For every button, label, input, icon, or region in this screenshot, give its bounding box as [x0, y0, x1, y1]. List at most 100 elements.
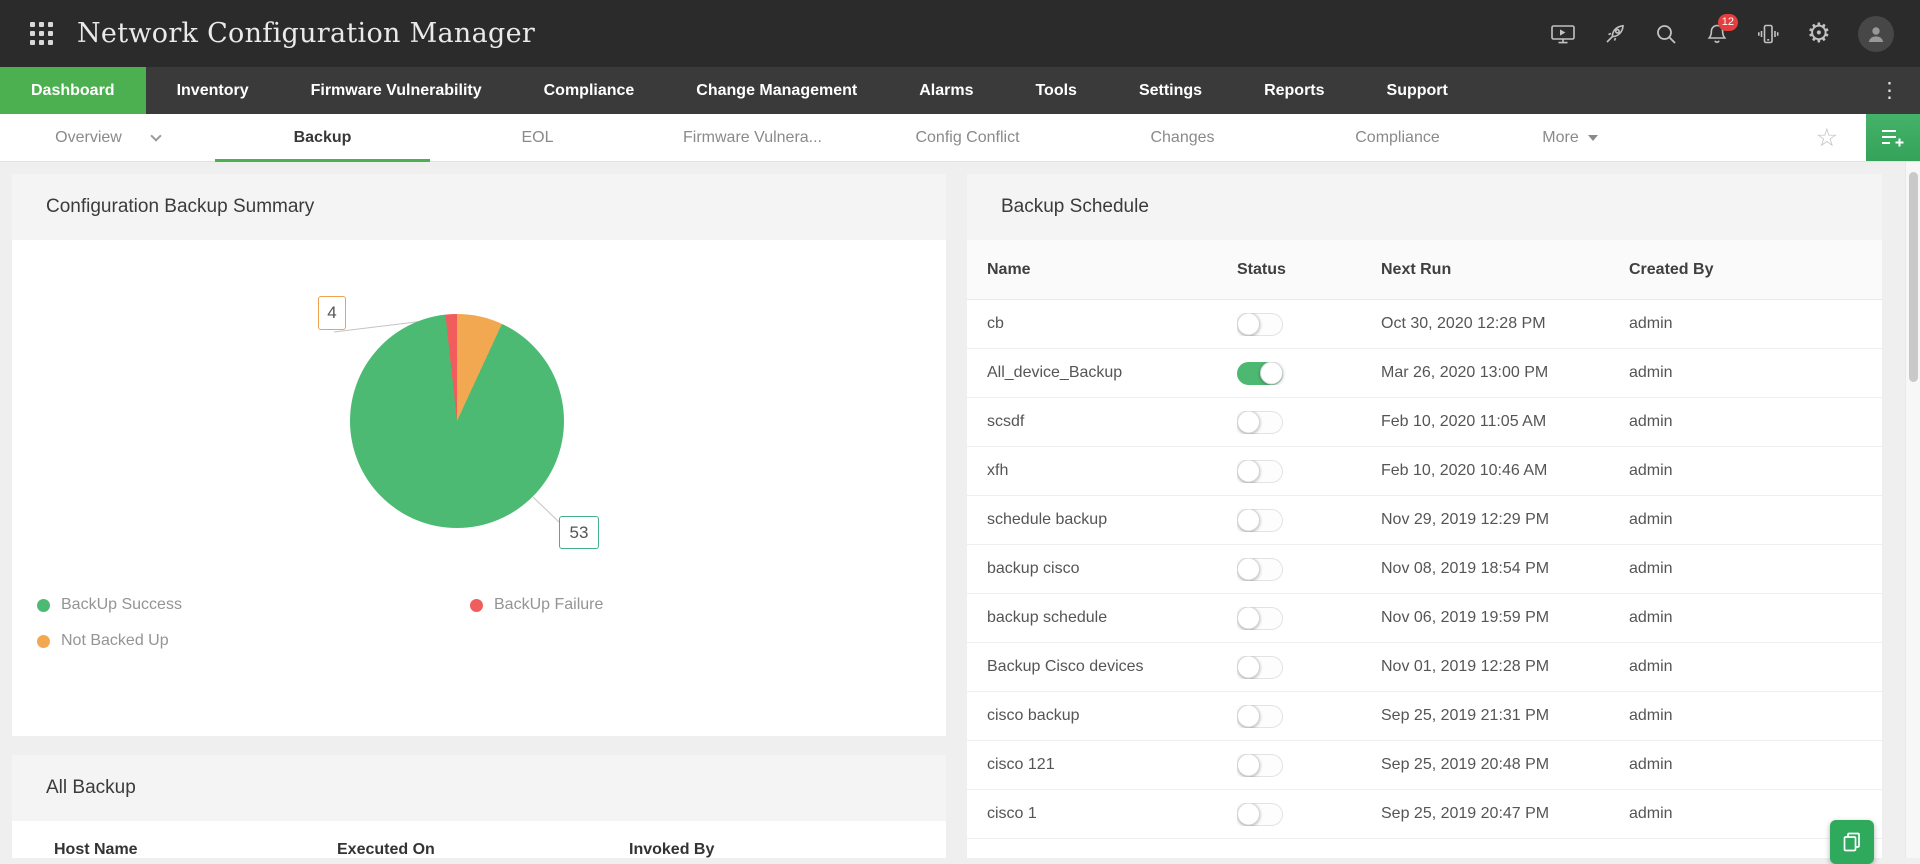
- legend-dot: [37, 634, 50, 648]
- person-icon: [1868, 26, 1884, 42]
- subnav-tab-firmware-vulnera[interactable]: Firmware Vulnera...: [645, 114, 860, 161]
- card-title: Configuration Backup Summary: [46, 196, 315, 217]
- status-toggle[interactable]: [1237, 704, 1283, 728]
- kebab-menu-icon[interactable]: ⋮: [1879, 79, 1900, 102]
- next-run-cell: Nov 29, 2019 12:29 PM: [1381, 511, 1550, 528]
- next-run-cell: Sep 25, 2019 20:48 PM: [1381, 756, 1550, 773]
- all-backup-header: All Backup: [12, 755, 946, 821]
- nav-item-compliance[interactable]: Compliance: [543, 81, 635, 99]
- report-floating-button[interactable]: [1830, 820, 1874, 864]
- search-icon[interactable]: [1654, 22, 1678, 46]
- subnav-tab-eol[interactable]: EOL: [430, 114, 645, 161]
- schedule-name-cell: xfh: [987, 462, 1009, 479]
- schedule-status-cell: [1237, 459, 1381, 483]
- backup-schedule-header: Backup Schedule: [967, 174, 1882, 240]
- nav-item-change-management[interactable]: Change Management: [696, 81, 858, 99]
- next-run-cell: Feb 10, 2020 11:05 AM: [1381, 413, 1547, 430]
- status-toggle[interactable]: [1237, 802, 1283, 826]
- tab-label: EOL: [521, 128, 554, 146]
- favorite-star-icon[interactable]: ☆: [1815, 123, 1838, 152]
- card-title: All Backup: [46, 777, 136, 798]
- status-toggle[interactable]: [1237, 508, 1283, 532]
- schedule-name-cell: cisco backup: [987, 707, 1080, 724]
- toggle-knob: [1237, 655, 1260, 679]
- tab-label: Config Conflict: [915, 128, 1020, 146]
- nav-item-dashboard[interactable]: Dashboard: [0, 67, 146, 114]
- table-row: xfh Feb 10, 2020 10:46 AM admin: [967, 447, 1882, 496]
- more-label: More: [1542, 128, 1579, 146]
- status-toggle[interactable]: [1237, 606, 1283, 630]
- created-by-cell: admin: [1629, 364, 1673, 381]
- status-toggle[interactable]: [1237, 557, 1283, 581]
- table-row: cisco 1 Sep 25, 2019 20:47 PM admin: [967, 790, 1882, 839]
- table-row: cisco 121 Sep 25, 2019 20:48 PM admin: [967, 741, 1882, 790]
- tab-label: Backup: [293, 128, 352, 146]
- next-run-cell: Sep 25, 2019 21:31 PM: [1381, 707, 1550, 724]
- toggle-knob: [1237, 410, 1260, 434]
- scrollbar[interactable]: [1905, 162, 1920, 858]
- created-by-cell: admin: [1629, 462, 1673, 479]
- mobile-device-icon[interactable]: [1756, 22, 1780, 46]
- scrollbar-thumb[interactable]: [1909, 172, 1918, 382]
- status-toggle[interactable]: [1237, 753, 1283, 777]
- nav-item-inventory[interactable]: Inventory: [176, 81, 249, 99]
- notification-badge: 12: [1717, 13, 1739, 31]
- top-bar: Network Configuration Manager: [0, 0, 1920, 67]
- gear-icon[interactable]: ⚙: [1807, 20, 1831, 47]
- backup-schedule-card: Backup Schedule Name Status Next Run Cre…: [967, 174, 1882, 858]
- nav-item-tools[interactable]: Tools: [1035, 81, 1077, 99]
- main-nav: Dashboard Inventory Firmware Vulnerability…: [0, 67, 1920, 114]
- status-toggle[interactable]: [1237, 410, 1283, 434]
- add-widget-button[interactable]: [1866, 114, 1920, 161]
- nav-item-reports[interactable]: Reports: [1264, 81, 1325, 99]
- nav-item-support[interactable]: Support: [1386, 81, 1448, 99]
- subnav-more-button[interactable]: More: [1505, 114, 1635, 161]
- table-row: schedule backup Nov 29, 2019 12:29 PM admi…: [967, 496, 1882, 545]
- schedule-status-cell: [1237, 410, 1381, 434]
- schedule-status-cell: [1237, 753, 1381, 777]
- presentation-icon[interactable]: [1550, 22, 1576, 46]
- schedule-status-cell: [1237, 802, 1381, 826]
- subnav-tab-config-conflict[interactable]: Config Conflict: [860, 114, 1075, 161]
- apps-grid-icon[interactable]: [30, 22, 53, 45]
- toggle-knob: [1237, 753, 1260, 777]
- column-header-status: Status: [1237, 260, 1286, 278]
- legend-dot: [470, 598, 483, 612]
- all-backup-table-header: Host Name Executed On Invoked By: [12, 821, 946, 858]
- created-by-cell: admin: [1629, 560, 1673, 577]
- status-toggle[interactable]: [1237, 459, 1283, 483]
- schedule-status-cell: [1237, 361, 1381, 385]
- nav-item-settings[interactable]: Settings: [1138, 81, 1203, 99]
- table-row: backup cisco Nov 08, 2019 18:54 PM admin: [967, 545, 1882, 594]
- schedule-status-cell: [1237, 704, 1381, 728]
- rocket-icon[interactable]: [1603, 22, 1627, 46]
- avatar[interactable]: [1858, 15, 1894, 52]
- schedule-name-cell: cisco 1: [987, 805, 1037, 822]
- legend-item: BackUp Success: [37, 596, 470, 614]
- created-by-cell: admin: [1629, 511, 1673, 528]
- table-row: Backup Cisco devices Nov 01, 2019 12:28 P…: [967, 643, 1882, 692]
- backup-pie-chart[interactable]: [350, 314, 564, 528]
- status-toggle[interactable]: [1237, 655, 1283, 679]
- subnav-tab-compliance[interactable]: Compliance: [1290, 114, 1505, 161]
- nav-item-alarms[interactable]: Alarms: [919, 81, 974, 99]
- nav-item-firmware-vulnerability[interactable]: Firmware Vulnerability: [310, 81, 482, 99]
- gear-glyph: ⚙: [1806, 18, 1831, 48]
- subnav-tab-backup[interactable]: Backup: [215, 114, 430, 162]
- created-by-cell: admin: [1629, 609, 1673, 626]
- notifications-bell-icon[interactable]: 12: [1705, 13, 1739, 46]
- status-toggle[interactable]: [1237, 361, 1283, 385]
- created-by-cell: admin: [1629, 658, 1673, 675]
- backup-summary-header: Configuration Backup Summary: [12, 174, 946, 240]
- column-header-created-by: Created By: [1629, 260, 1714, 278]
- column-header-next-run: Next Run: [1381, 260, 1452, 278]
- created-by-cell: admin: [1629, 413, 1673, 430]
- tab-label: Overview: [55, 128, 122, 146]
- backup-schedule-body: cb Oct 30, 2020 12:28 PM admin All_device_B…: [967, 300, 1882, 839]
- legend-dot: [37, 598, 50, 612]
- subnav-tab-overview[interactable]: Overview: [0, 114, 215, 161]
- status-toggle[interactable]: [1237, 312, 1283, 336]
- subnav-tab-changes[interactable]: Changes: [1075, 114, 1290, 161]
- app-title: Network Configuration Manager: [77, 18, 536, 49]
- toggle-knob: [1237, 459, 1260, 483]
